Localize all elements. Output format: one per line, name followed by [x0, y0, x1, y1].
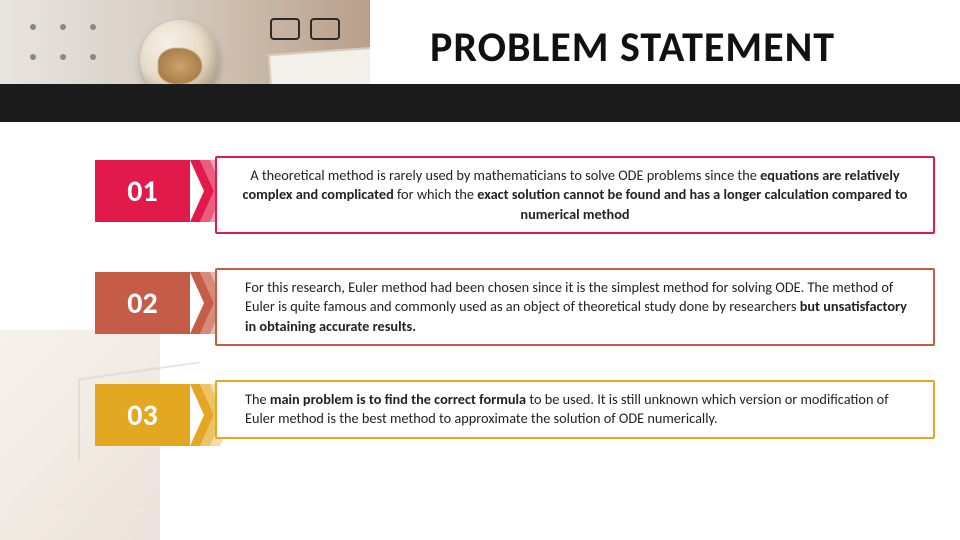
title-bar-fade — [0, 84, 320, 122]
number-badge-1: 01 — [95, 160, 190, 222]
statement-text-1: A theoretical method is rarely used by m… — [215, 156, 935, 234]
statement-text-2: For this research, Euler method had been… — [215, 268, 935, 346]
glasses-icon — [270, 18, 340, 40]
number-badge-3: 03 — [95, 384, 190, 446]
slide: PROBLEM STATEMENT 01 A theoretical metho… — [0, 0, 960, 540]
statement-text-3: The main problem is to find the correct … — [215, 380, 935, 439]
number-badge-2: 02 — [95, 272, 190, 334]
page-title: PROBLEM STATEMENT — [430, 22, 950, 73]
